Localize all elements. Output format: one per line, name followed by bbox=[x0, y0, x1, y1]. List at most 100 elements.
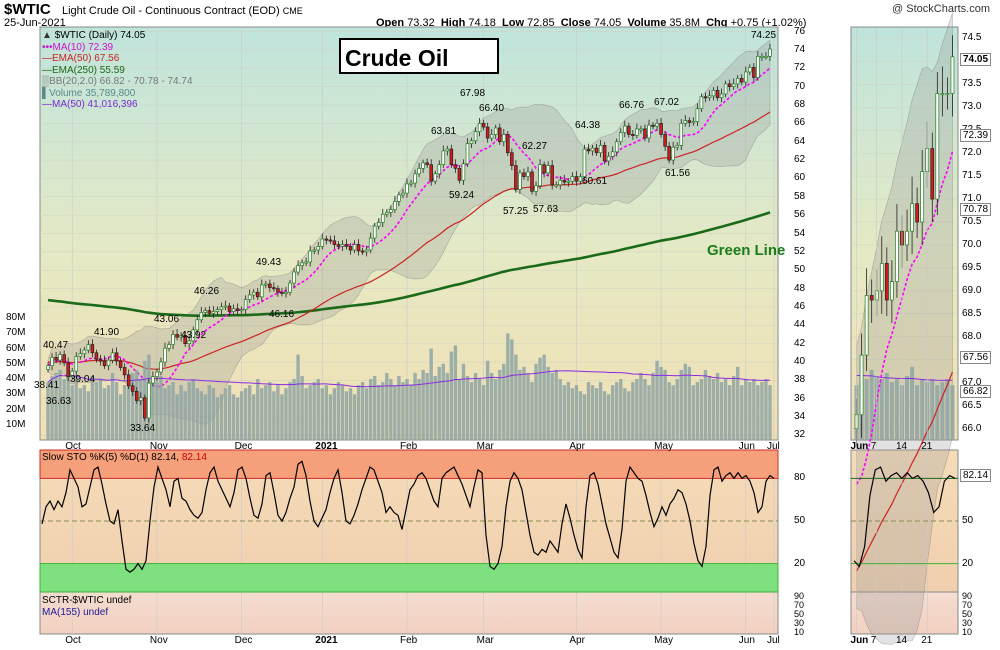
price-candle bbox=[627, 125, 631, 135]
ma10-line bbox=[47, 67, 771, 388]
price-candle bbox=[122, 367, 127, 376]
volume-bar bbox=[731, 376, 736, 440]
price-annotation-label: 64.38 bbox=[575, 120, 601, 131]
price-candle bbox=[163, 347, 167, 363]
volume-bar bbox=[373, 376, 377, 440]
price-candle bbox=[114, 352, 119, 362]
volume-bar bbox=[667, 382, 671, 440]
volume-bar bbox=[288, 382, 292, 440]
price-candle bbox=[243, 299, 248, 311]
price-candle bbox=[518, 172, 522, 190]
volume-bar bbox=[481, 385, 486, 440]
price-candle bbox=[239, 309, 244, 312]
volume-bar bbox=[615, 382, 619, 440]
x-tick-label-bottom: 2021 bbox=[315, 635, 338, 646]
volume-bar bbox=[243, 388, 248, 440]
zoom-sto-line bbox=[853, 466, 956, 568]
volume-bar bbox=[131, 372, 135, 440]
price-candle bbox=[102, 360, 107, 367]
volume-bar bbox=[300, 376, 304, 440]
volume-bar bbox=[437, 366, 441, 440]
price-candle bbox=[667, 145, 671, 161]
price-annotation-label: 46.16 bbox=[269, 309, 295, 320]
price-candle bbox=[195, 319, 200, 331]
volume-bar bbox=[292, 379, 296, 440]
price-candle bbox=[352, 244, 357, 251]
volume-bar bbox=[606, 394, 611, 440]
price-candle bbox=[441, 150, 446, 166]
price-annotation-label: 40.47 bbox=[43, 340, 69, 351]
volume-bar bbox=[590, 385, 595, 440]
x-tick-label: Dec bbox=[234, 441, 253, 452]
sto-legend-value: 82.14 bbox=[181, 452, 207, 463]
price-candle bbox=[90, 344, 95, 354]
legend-bb: ▒BB(20,2.0) 66.82 - 70.78 - 74.74 bbox=[42, 76, 193, 87]
volume-bar bbox=[151, 379, 155, 440]
volume-bar bbox=[429, 348, 433, 440]
volume-bar bbox=[175, 394, 179, 440]
price-candle bbox=[748, 67, 752, 73]
volume-bar bbox=[393, 385, 397, 440]
price-candle bbox=[594, 147, 599, 154]
price-candle bbox=[316, 245, 321, 251]
zoom-sctr-axis-label: 90 bbox=[962, 591, 973, 602]
price-candle bbox=[481, 123, 486, 128]
zoom-volume-bar bbox=[905, 376, 910, 440]
volume-bar bbox=[183, 391, 187, 440]
volume-bar bbox=[114, 382, 119, 440]
price-candle bbox=[251, 291, 256, 296]
volume-bar bbox=[54, 372, 58, 440]
zoom-x-label: 14 bbox=[895, 441, 908, 452]
price-annotation-label: 57.25 bbox=[503, 206, 529, 217]
price-candle bbox=[78, 353, 83, 357]
volume-bar bbox=[50, 376, 54, 440]
price-candle bbox=[255, 291, 260, 298]
price-annotation-label: 60.61 bbox=[582, 176, 608, 187]
volume-bar bbox=[86, 391, 91, 440]
zoom-price-panel bbox=[850, 26, 959, 441]
volume-bar bbox=[663, 369, 667, 440]
price-axis-label: 74 bbox=[794, 43, 806, 55]
volume-bar bbox=[227, 385, 232, 440]
price-candle bbox=[106, 359, 111, 367]
volume-bar bbox=[534, 363, 538, 440]
price-candle bbox=[292, 271, 296, 284]
zoom-axis-label: 68.0 bbox=[962, 330, 982, 342]
price-axis-label: 76 bbox=[794, 25, 806, 37]
price-candle bbox=[66, 362, 70, 378]
price-candle bbox=[445, 148, 450, 152]
sto-overbought-zone bbox=[39, 449, 779, 479]
zoom-candle bbox=[945, 93, 950, 96]
volume-bar bbox=[619, 379, 623, 440]
price-candle bbox=[614, 141, 619, 153]
price-candle bbox=[433, 173, 437, 182]
volume-bar bbox=[389, 379, 393, 440]
price-candle bbox=[679, 123, 684, 146]
volume-bar bbox=[651, 372, 655, 440]
volume-bar bbox=[320, 388, 324, 440]
volume-bar bbox=[260, 388, 264, 440]
price-candle bbox=[631, 134, 635, 136]
volume-bar bbox=[90, 376, 95, 440]
volume-bar bbox=[554, 369, 558, 440]
price-candle bbox=[530, 171, 534, 192]
price-candle bbox=[534, 185, 538, 192]
zoom-candle bbox=[940, 93, 945, 96]
zoom-candle bbox=[884, 262, 889, 301]
volume-bar bbox=[70, 385, 74, 440]
price-candle bbox=[280, 291, 284, 294]
price-candle bbox=[151, 376, 155, 384]
volume-bar bbox=[126, 379, 131, 440]
price-candle bbox=[643, 128, 647, 139]
volume-bar bbox=[264, 385, 268, 440]
price-candle bbox=[760, 56, 764, 58]
price-annotation-label: 41.90 bbox=[94, 327, 120, 338]
price-candle bbox=[756, 56, 760, 78]
volume-bar bbox=[219, 394, 224, 440]
price-axis-label: 58 bbox=[794, 190, 806, 202]
x-tick-label-bottom: Nov bbox=[149, 635, 168, 646]
price-candle bbox=[655, 123, 659, 127]
price-candle bbox=[606, 156, 611, 162]
price-candle bbox=[562, 179, 567, 183]
sto-axis-label: 80 bbox=[794, 472, 806, 484]
